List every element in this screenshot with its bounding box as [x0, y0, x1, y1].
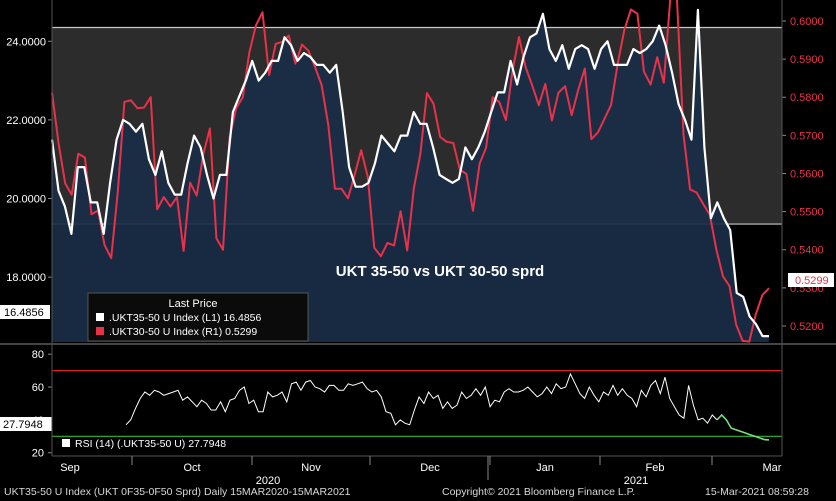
left-tick-label-3: 18.0000	[6, 272, 46, 284]
left-last-value: 16.4856	[4, 307, 44, 319]
left-last-value-box	[0, 305, 50, 319]
footer-index-description: UKT35-50 U Index (UKT 0F35-0F50 Sprd) Da…	[4, 486, 351, 498]
x-month-label-6: Mar	[763, 462, 782, 474]
rsi-line-layer	[125, 372, 770, 441]
right-last-value-box	[788, 273, 834, 287]
white-series-area	[52, 9, 769, 343]
main-price-panel: 24.0000 22.0000 20.0000 18.0000 0.6000 0.590…	[0, 0, 834, 343]
rsi-legend-entry: RSI (14) (.UKT35-50 U) 27.7948	[75, 438, 226, 450]
legend: Last Price .UKT35-50 U Index (L1) 16.485…	[87, 292, 309, 342]
left-tick-label-0: 24.0000	[6, 36, 46, 48]
rsi-reference-lines	[52, 370, 782, 437]
rsi-tick-label-0: 80	[32, 349, 44, 361]
legend-box	[87, 292, 309, 342]
rsi-legend-swatch	[62, 439, 70, 447]
series-line-layer	[50, 0, 770, 343]
x-month-label-1: Oct	[183, 462, 200, 474]
right-last-value: 0.5299	[795, 275, 829, 287]
x-year-label-2020: 2020	[256, 475, 280, 487]
right-tick-label-8: 0.5200	[790, 321, 824, 333]
legend-swatch-white	[96, 313, 104, 321]
rsi-axis-ticks: 80604020	[32, 349, 52, 460]
x-month-label-3: Dec	[420, 462, 440, 474]
right-tick-label-6: 0.5400	[790, 245, 824, 257]
x-month-label-0: Sep	[60, 462, 80, 474]
white-series-line	[50, 8, 769, 338]
legend-swatch-red	[96, 327, 104, 335]
left-axis-ticks: 24.0000 22.0000 20.0000 18.0000	[6, 36, 52, 284]
legend-title: Last Price	[169, 298, 218, 310]
area-fill-layer	[52, 9, 769, 343]
chart-title: UKT 35-50 vs UKT 30-50 sprd	[336, 263, 544, 280]
x-month-label-5: Feb	[646, 462, 665, 474]
x-axis: Sep Oct Nov Dec Jan Feb Mar 2020 2021	[60, 456, 782, 487]
legend-entry-2: .UKT30-50 U Index (R1) 0.5299	[109, 326, 257, 338]
legend-entry-1: .UKT35-50 U Index (L1) 16.4856	[109, 312, 261, 324]
footer-copyright: Copyright© 2021 Bloomberg Finance L.P.	[442, 486, 636, 498]
rsi-last-value-box	[0, 417, 52, 431]
x-month-label-2: Nov	[301, 462, 321, 474]
right-axis-ticks: 0.6000 0.5900 0.5800 0.5700 0.5600 0.5500 0.54…	[782, 16, 824, 333]
rsi-tick-label-3: 20	[32, 448, 44, 460]
rsi-tick-label-1: 60	[32, 382, 44, 394]
right-tick-label-5: 0.5500	[790, 207, 824, 219]
x-month-label-4: Jan	[536, 462, 554, 474]
right-tick-label-0: 0.6000	[790, 16, 824, 28]
rsi-oversold-segment	[716, 413, 770, 441]
left-tick-label-1: 22.0000	[6, 115, 46, 127]
left-tick-label-2: 20.0000	[6, 194, 46, 206]
rsi-series-line	[125, 372, 718, 426]
right-tick-label-3: 0.5700	[790, 130, 824, 142]
red-series-line	[51, 0, 770, 343]
right-tick-label-1: 0.5900	[790, 54, 824, 66]
right-tick-label-4: 0.5600	[790, 168, 824, 180]
footer-timestamp: 15-Mar-2021 08:59:28	[705, 486, 809, 498]
rsi-panel: 80604020 27.7948 RSI (14) (.UKT35-50 U) …	[0, 349, 782, 460]
x-year-label-2021: 2021	[624, 475, 648, 487]
rsi-last-value: 27.7948	[3, 419, 43, 431]
right-tick-label-2: 0.5800	[790, 92, 824, 104]
